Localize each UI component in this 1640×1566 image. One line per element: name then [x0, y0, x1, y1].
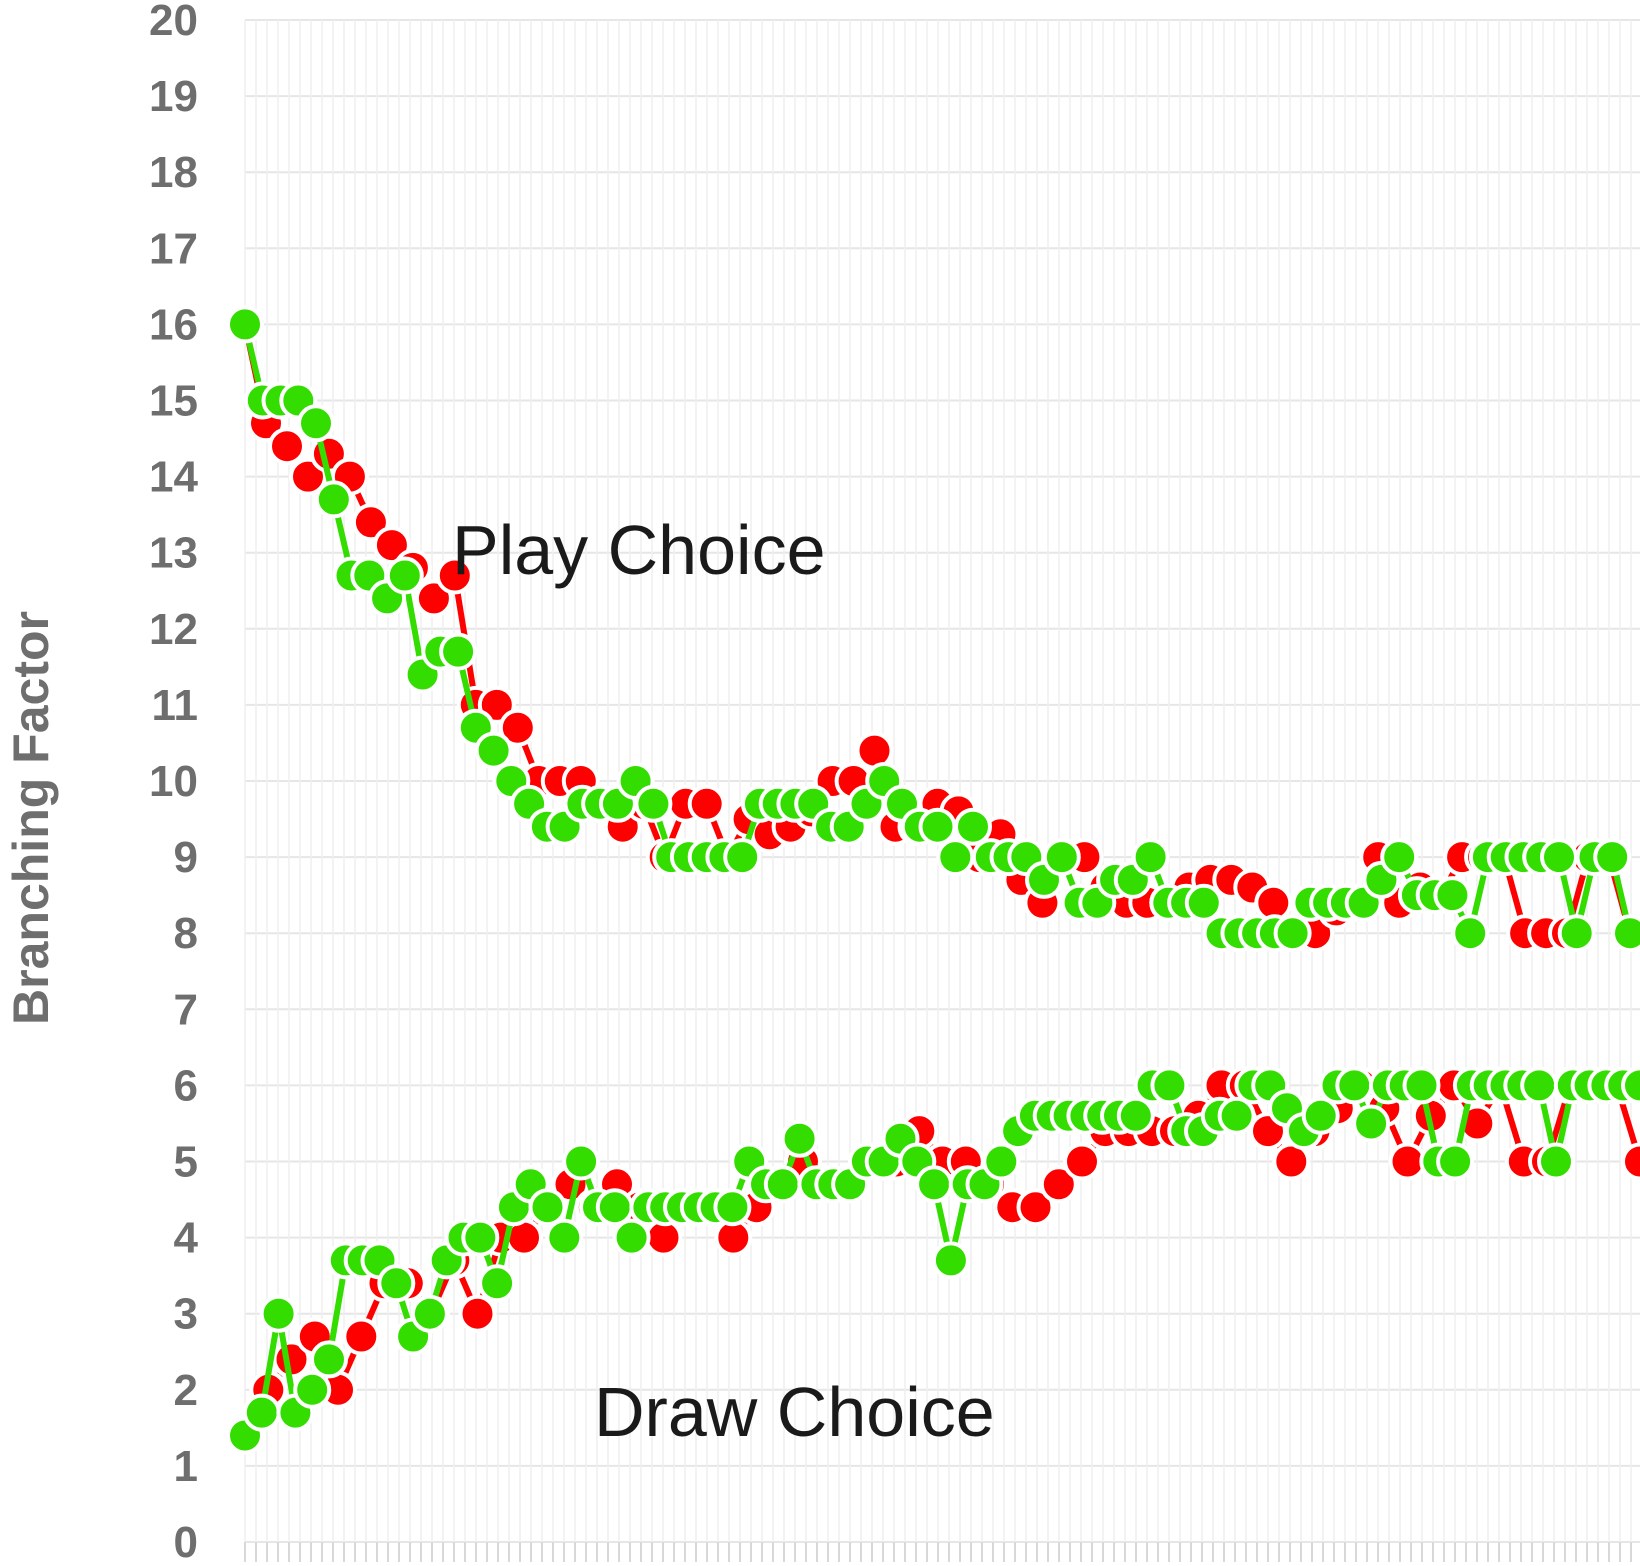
data-point — [259, 1294, 298, 1333]
data-point — [1016, 1188, 1055, 1227]
y-tick-label: 8 — [174, 909, 198, 958]
data-point — [1621, 1066, 1640, 1105]
y-tick-label: 11 — [151, 681, 198, 730]
data-point — [918, 807, 957, 846]
data-point — [915, 1165, 954, 1204]
data-point — [342, 1317, 381, 1356]
data-point — [1039, 1165, 1078, 1204]
data-point — [528, 1188, 567, 1227]
data-point — [1520, 1066, 1559, 1105]
y-tick-label: 17 — [149, 224, 198, 273]
y-tick-label: 6 — [174, 1061, 198, 1110]
y-axis-label: Branching Factor — [3, 611, 59, 1025]
data-point — [595, 1188, 634, 1227]
data-point — [1451, 914, 1490, 953]
y-tick-label: 3 — [174, 1290, 198, 1339]
annotation-draw-choice: Draw Choice — [594, 1373, 995, 1451]
series-group — [226, 305, 1640, 1455]
data-point — [954, 807, 992, 846]
series-draw-3 — [226, 1066, 1640, 1455]
data-point — [377, 1264, 416, 1303]
data-point — [982, 1142, 1021, 1181]
y-tick-label: 9 — [174, 833, 198, 882]
data-point — [1150, 1066, 1189, 1105]
data-point — [293, 1370, 332, 1409]
data-point — [1433, 876, 1472, 915]
y-tick-label: 15 — [149, 377, 198, 426]
data-point — [226, 305, 264, 344]
y-tick-label: 10 — [149, 757, 198, 806]
data-point — [414, 579, 453, 618]
data-point — [936, 838, 975, 877]
y-tick-label: 2 — [174, 1366, 198, 1415]
data-point — [1621, 1142, 1640, 1181]
data-point — [1611, 914, 1640, 953]
y-tick-label: 19 — [149, 72, 198, 121]
data-point — [458, 1294, 497, 1333]
y-tick-label: 0 — [174, 1518, 198, 1566]
data-point — [1063, 1142, 1101, 1181]
data-point — [1540, 838, 1578, 877]
y-tick-label: 4 — [174, 1214, 199, 1263]
data-point — [1537, 1142, 1575, 1181]
data-point — [461, 1218, 500, 1257]
data-point — [1273, 914, 1312, 953]
data-point — [1593, 838, 1632, 877]
data-point — [498, 708, 537, 747]
data-point — [314, 480, 353, 519]
data-point — [297, 404, 335, 443]
data-point — [1184, 883, 1223, 922]
y-tick-label: 20 — [149, 0, 198, 45]
data-point — [268, 427, 306, 466]
data-point — [1557, 914, 1596, 953]
data-point — [687, 784, 726, 823]
y-tick-label: 12 — [149, 605, 198, 654]
y-tick-label: 18 — [149, 148, 198, 197]
data-point — [385, 556, 424, 595]
y-tick-label: 16 — [149, 300, 198, 349]
data-point — [1042, 838, 1081, 877]
data-point — [439, 632, 478, 671]
data-point — [310, 1340, 348, 1379]
y-tick-label: 14 — [149, 453, 198, 502]
data-point — [780, 1119, 819, 1158]
data-point — [1380, 838, 1419, 877]
data-point — [435, 556, 474, 595]
series-play-1 — [226, 305, 1640, 953]
y-tick-label: 1 — [174, 1442, 198, 1491]
annotation-play-choice: Play Choice — [452, 511, 826, 589]
data-point — [612, 1218, 651, 1257]
data-point — [478, 1264, 517, 1303]
data-point — [1131, 838, 1170, 877]
y-tick-label: 7 — [174, 985, 198, 1034]
data-point — [474, 731, 513, 770]
y-tick-label: 5 — [174, 1138, 198, 1187]
data-point — [410, 1294, 449, 1333]
data-point — [1301, 1096, 1340, 1135]
data-point — [931, 1241, 970, 1280]
data-point — [1402, 1066, 1441, 1105]
data-point — [242, 1393, 281, 1432]
data-point — [1335, 1066, 1374, 1105]
data-point — [1436, 1142, 1475, 1181]
data-point — [1116, 1096, 1155, 1135]
data-point — [723, 838, 762, 877]
data-point — [545, 1218, 584, 1257]
y-tick-label: 13 — [149, 529, 198, 578]
data-point — [562, 1142, 601, 1181]
data-point — [1352, 1104, 1391, 1143]
data-point — [713, 1188, 752, 1227]
data-point — [763, 1165, 802, 1204]
data-point — [1458, 1104, 1497, 1143]
data-point — [1217, 1096, 1256, 1135]
data-point — [634, 784, 673, 823]
